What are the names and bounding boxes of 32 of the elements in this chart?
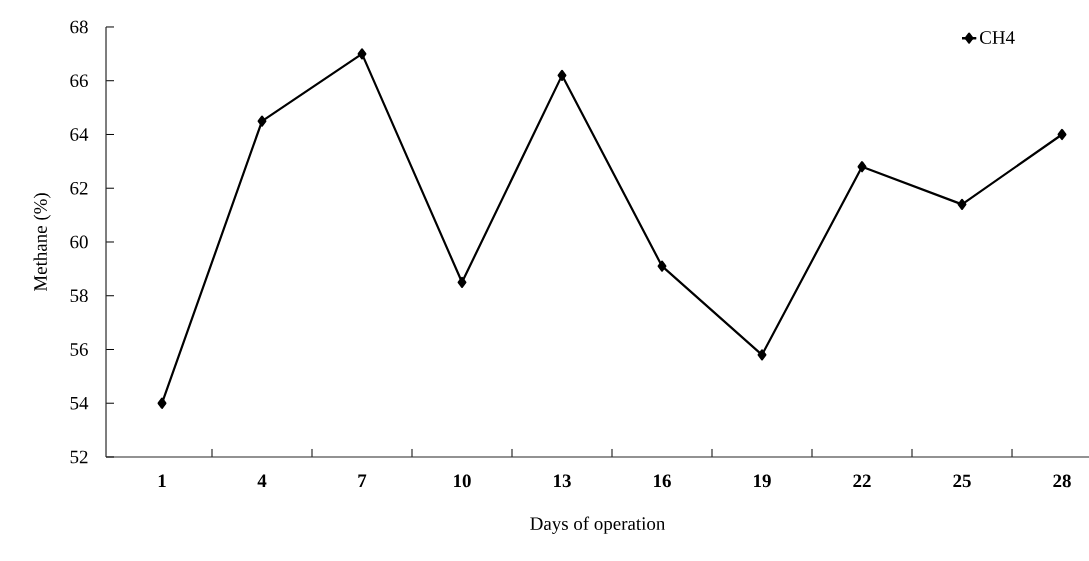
y-tick-label: 60	[70, 235, 88, 249]
x-tick-label: 1	[158, 474, 166, 487]
point	[757, 349, 767, 361]
point	[457, 276, 467, 288]
x-tick-label: 19	[754, 474, 771, 488]
x-tick-label: 25	[953, 474, 971, 488]
y-tick-label: 54	[70, 396, 89, 410]
legend-label: CH4	[980, 31, 1015, 44]
x-tick-label: 28	[1053, 474, 1071, 488]
point	[357, 48, 367, 60]
y-tick-label: 52	[70, 450, 88, 464]
y-tick-label: 62	[70, 181, 88, 195]
x-axis-title: Days of operation	[530, 516, 666, 534]
x-tick-label: 13	[554, 474, 571, 488]
y-tick-label: 68	[70, 20, 88, 34]
y-tick-label: 56	[70, 343, 88, 356]
y-axis-title: Methane (%)	[33, 193, 51, 292]
x-tick-label: 10	[454, 474, 471, 488]
point	[557, 69, 567, 81]
x-tick-label: 16	[654, 474, 671, 488]
y-tick-label: 66	[70, 74, 88, 88]
y-tick-label: 58	[70, 289, 88, 303]
x-tick-label: 7	[358, 474, 367, 487]
point	[957, 198, 967, 210]
point	[857, 161, 867, 173]
point	[157, 397, 167, 409]
x-tick-label: 22	[853, 474, 871, 488]
x-tick-label: 4	[257, 474, 267, 487]
point	[257, 115, 267, 127]
point	[657, 260, 667, 272]
point	[1057, 128, 1067, 141]
y-tick-label: 64	[70, 128, 89, 141]
